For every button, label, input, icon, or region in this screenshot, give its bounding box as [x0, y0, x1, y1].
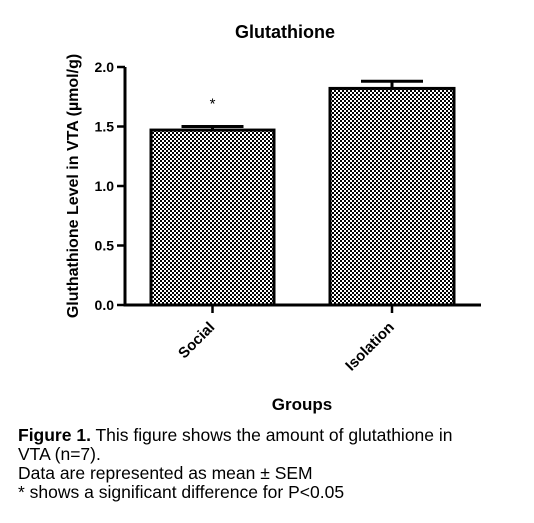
bar-chart: * 0.0 0.5 1.0 1.5 2.0 Social Isolation Glutathio… [65, 22, 481, 414]
y-tick-label: 1.0 [95, 178, 115, 194]
y-axis-label: Gluthathione Level in VTA (µmol/g) [65, 54, 82, 318]
y-tick-label: 0.0 [95, 297, 115, 313]
significance-mark-social: * [210, 96, 216, 113]
caption-line-3: Data are represented as mean ± SEM [18, 463, 313, 483]
chart-title: Glutathione [235, 22, 335, 42]
caption-line-1: Figure 1. This figure shows the amount o… [18, 426, 524, 445]
y-tick-label: 2.0 [95, 59, 115, 75]
caption-line-4: * shows a significant difference for P<0… [18, 482, 345, 502]
figure-caption: Figure 1. This figure shows the amount o… [18, 426, 524, 502]
bar-isolation [328, 86, 456, 307]
x-tick-label-social: Social [175, 319, 218, 362]
axes-layer [117, 65, 481, 313]
bar-social [149, 128, 276, 307]
x-tick-label-isolation: Isolation [342, 319, 398, 375]
y-tick-label: 0.5 [95, 238, 115, 254]
chart-area: * 0.0 0.5 1.0 1.5 2.0 Social Isolation Glutathio… [65, 22, 481, 414]
y-tick-label: 1.5 [95, 119, 115, 135]
caption-text-1: This figure shows the amount of glutathi… [90, 425, 453, 445]
x-axis-label: Groups [272, 395, 332, 414]
bars-layer [149, 79, 456, 307]
caption-lead: Figure 1. [18, 425, 91, 445]
caption-line-2: VTA (n=7). [18, 444, 101, 464]
